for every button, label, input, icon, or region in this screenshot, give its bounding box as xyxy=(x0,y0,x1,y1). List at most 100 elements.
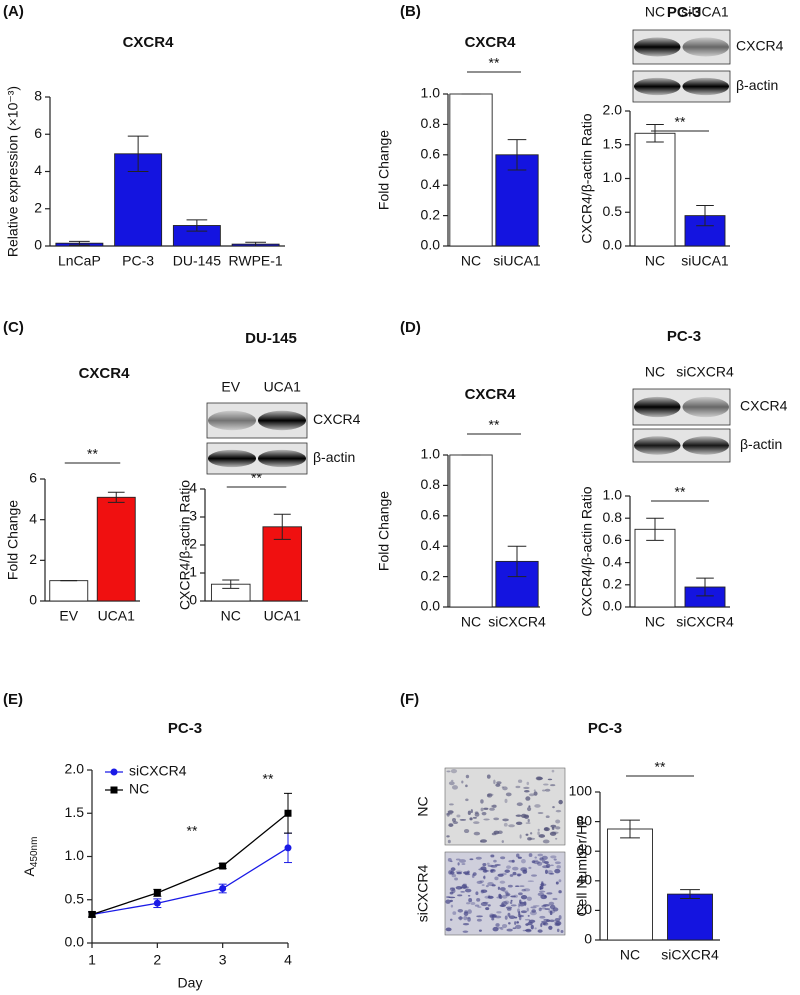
cell xyxy=(455,858,461,861)
cell xyxy=(463,916,468,921)
x-tick-label: siCXCR4 xyxy=(488,614,546,630)
cell xyxy=(468,897,473,903)
cell xyxy=(483,875,486,880)
legend-marker xyxy=(110,768,118,776)
cell xyxy=(515,814,522,817)
x-tick-label: siUCA1 xyxy=(681,253,729,269)
blot-band xyxy=(633,77,681,96)
cell xyxy=(554,922,561,927)
cell xyxy=(549,831,557,836)
cell xyxy=(447,839,451,844)
blot-band-label: β-actin xyxy=(313,449,355,465)
cell xyxy=(499,904,506,907)
cell xyxy=(451,779,454,782)
cell xyxy=(461,884,468,889)
group-title: PC-3 xyxy=(667,4,701,21)
cell xyxy=(533,789,536,792)
panel-label: (A) xyxy=(3,3,24,20)
cell xyxy=(457,894,463,897)
x-axis-label: Day xyxy=(178,975,203,991)
y-tick-label: 0.2 xyxy=(421,206,441,222)
group-title: DU-145 xyxy=(245,330,297,347)
blot-lane-label: NC xyxy=(645,364,665,380)
cell xyxy=(466,902,471,905)
blot-band-label: CXCR4 xyxy=(736,38,784,54)
cell xyxy=(465,784,468,788)
y-tick-label: 20 xyxy=(576,901,592,917)
cell xyxy=(505,906,513,910)
y-tick-label: 6 xyxy=(34,125,42,141)
cell xyxy=(506,865,512,869)
cell xyxy=(504,915,508,920)
cell xyxy=(493,859,497,863)
y-tick-label: 1 xyxy=(189,564,197,580)
y-axis-label: Fold Change xyxy=(376,130,392,210)
x-tick-label: NC xyxy=(620,947,640,963)
cell xyxy=(523,888,531,892)
cell xyxy=(500,927,504,931)
cell xyxy=(504,869,510,873)
cell xyxy=(461,863,466,865)
cell xyxy=(550,864,554,867)
cell xyxy=(555,881,559,885)
blot-band-label: CXCR4 xyxy=(313,411,361,427)
bar xyxy=(49,580,89,602)
significance-label: ** xyxy=(675,114,686,130)
cell xyxy=(467,917,471,922)
cell xyxy=(469,817,473,821)
cell xyxy=(462,930,469,933)
cell xyxy=(553,858,557,861)
cell xyxy=(533,860,540,865)
cell xyxy=(475,856,482,860)
cell xyxy=(506,908,512,911)
cell xyxy=(526,896,532,901)
significance-label: ** xyxy=(655,759,666,775)
cell xyxy=(481,811,487,816)
y-tick-label: 60 xyxy=(576,842,592,858)
cell xyxy=(451,888,456,894)
x-tick-label: NC xyxy=(461,253,481,269)
cell xyxy=(544,861,549,864)
cell xyxy=(459,818,467,821)
cell xyxy=(547,778,553,781)
blot-lane-label: siUCA1 xyxy=(681,4,729,20)
x-tick-label: PC-3 xyxy=(122,253,154,269)
cell xyxy=(489,868,496,873)
cell xyxy=(518,892,523,896)
blot-band xyxy=(258,410,306,431)
cell xyxy=(493,817,500,821)
cell xyxy=(487,793,493,798)
cell xyxy=(541,920,548,924)
cell xyxy=(541,855,548,860)
series-line xyxy=(91,812,289,916)
y-tick-label: 4 xyxy=(189,480,197,496)
cell xyxy=(536,776,544,780)
cell xyxy=(543,783,549,786)
x-tick-label: 4 xyxy=(284,952,292,968)
chart-title: PC-3 xyxy=(168,720,202,737)
cell xyxy=(501,894,508,899)
x-tick-label: 2 xyxy=(153,952,161,968)
cell xyxy=(496,927,503,929)
cell xyxy=(483,818,490,821)
bar xyxy=(634,132,676,247)
series-line xyxy=(91,847,289,916)
cell xyxy=(507,912,511,917)
cell xyxy=(545,863,551,868)
cell xyxy=(499,887,506,891)
error-bar xyxy=(646,124,664,143)
cell xyxy=(510,895,516,898)
cell xyxy=(452,911,457,915)
cell xyxy=(522,869,528,874)
significance-label: ** xyxy=(251,470,262,486)
cell xyxy=(491,884,496,887)
cell xyxy=(541,904,547,908)
x-tick-label: NC xyxy=(461,614,481,630)
cell xyxy=(490,864,498,868)
cell xyxy=(472,816,477,819)
cell xyxy=(552,907,559,912)
point xyxy=(284,809,292,817)
cell xyxy=(452,821,459,825)
cell xyxy=(445,899,451,904)
y-tick-label: 0.6 xyxy=(421,507,441,523)
